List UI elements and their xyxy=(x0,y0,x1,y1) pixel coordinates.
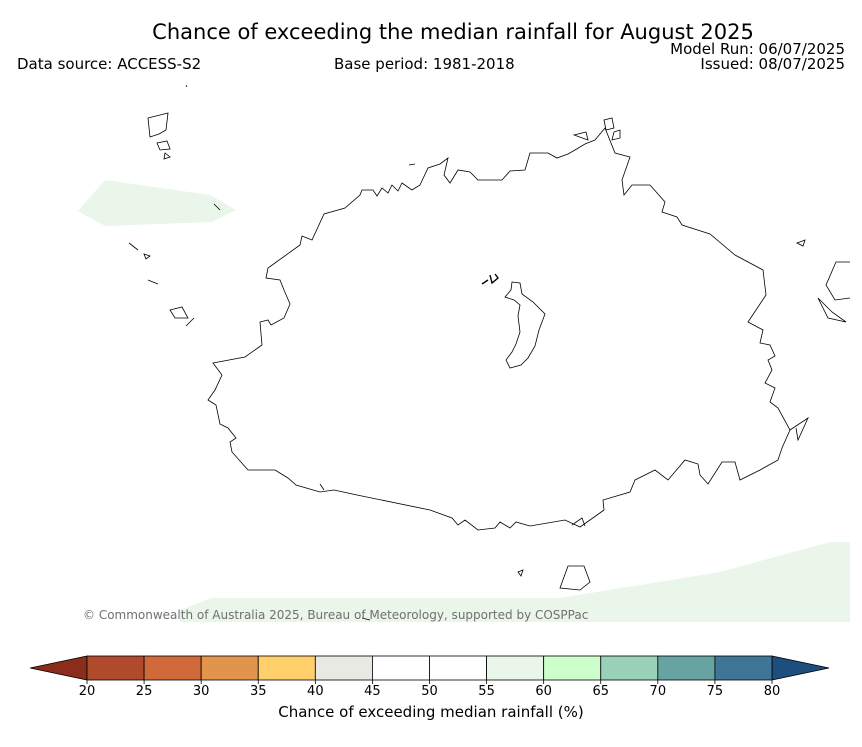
colorbar-segment xyxy=(429,655,487,681)
colorbar-tick-label: 35 xyxy=(250,684,267,699)
colorbar-tick-label: 20 xyxy=(79,684,96,699)
colorbar-tick-label: 75 xyxy=(707,684,724,699)
colorbar-tick-label: 80 xyxy=(764,684,781,699)
colorbar-segments xyxy=(86,655,773,681)
south-coast-inlet xyxy=(571,517,586,527)
colorbar-segment xyxy=(486,655,545,681)
colorbar-segment xyxy=(600,655,659,681)
base-period-label: Base period: 1981-2018 xyxy=(334,55,515,73)
w-island-4 xyxy=(169,306,189,319)
w-island-3 xyxy=(147,279,159,285)
colorbar-over-arrow xyxy=(771,655,830,681)
colorbar-segment xyxy=(543,655,602,681)
w-island-6 xyxy=(213,203,221,211)
w-island-1 xyxy=(128,242,139,251)
colorbar-under-arrow xyxy=(30,655,88,681)
nw-islet xyxy=(185,84,188,88)
colorbar-segment xyxy=(257,655,316,681)
main-island-coastline xyxy=(207,127,791,531)
colorbar-segment xyxy=(86,655,145,681)
map-title: Chance of exceeding the median rainfall … xyxy=(152,20,754,44)
e-island-1 xyxy=(796,239,806,247)
colorbar-tick-label: 50 xyxy=(421,684,438,699)
inland-islet-2 xyxy=(481,279,489,285)
nw-island-3 xyxy=(163,152,171,160)
e-island-2 xyxy=(825,261,851,301)
colorbar-segment xyxy=(657,655,716,681)
copyright-text: © Commonwealth of Australia 2025, Bureau… xyxy=(83,608,589,622)
s-islet xyxy=(361,617,371,621)
colorbar-tick-label: 55 xyxy=(478,684,495,699)
colorbar-tick-label: 40 xyxy=(307,684,324,699)
colorbar-segment xyxy=(714,655,773,681)
south-shade xyxy=(180,542,850,622)
nw-island-2 xyxy=(156,140,171,151)
colorbar-tick-label: 25 xyxy=(136,684,153,699)
colorbar-ticks: 20 25 30 35 40 45 50 55 60 65 70 75 80 xyxy=(79,680,781,699)
colorbar-tick-label: 65 xyxy=(592,684,609,699)
e-island-3 xyxy=(817,297,847,323)
n-island-1 xyxy=(572,131,589,141)
colorbar-tick-label: 60 xyxy=(535,684,552,699)
colorbar-tick-label: 70 xyxy=(650,684,667,699)
colorbar-tick-label: 45 xyxy=(364,684,381,699)
inland-islet xyxy=(489,273,499,285)
n-island-3 xyxy=(611,129,621,141)
colorbar-tick-label: 30 xyxy=(193,684,210,699)
colorbar-segment xyxy=(372,655,430,681)
data-source-label: Data source: ACCESS-S2 xyxy=(17,55,202,73)
nw-island-1 xyxy=(147,112,169,138)
issued-label: Issued: 08/07/2025 xyxy=(700,55,845,73)
n-islet xyxy=(408,163,416,166)
inland-island-coastline xyxy=(504,281,546,369)
east-coast-inlet xyxy=(789,416,809,442)
colorbar-segment xyxy=(200,655,259,681)
colorbar: 20 25 30 35 40 45 50 55 60 65 70 75 80 xyxy=(30,655,830,699)
map-panel xyxy=(78,84,851,622)
sw-islet xyxy=(319,483,325,491)
northwest-shade xyxy=(78,180,236,226)
colorbar-segment xyxy=(314,655,373,681)
n-island-2 xyxy=(603,117,615,131)
w-island-2 xyxy=(143,253,151,260)
coastline-group xyxy=(128,84,851,621)
s-island-1 xyxy=(559,565,591,591)
w-island-5 xyxy=(185,317,195,327)
colorbar-segment xyxy=(143,655,202,681)
colorbar-label: Chance of exceeding median rainfall (%) xyxy=(278,703,584,721)
model-run-label: Model Run: 06/07/2025 xyxy=(670,40,845,58)
s-island-2 xyxy=(517,569,524,577)
